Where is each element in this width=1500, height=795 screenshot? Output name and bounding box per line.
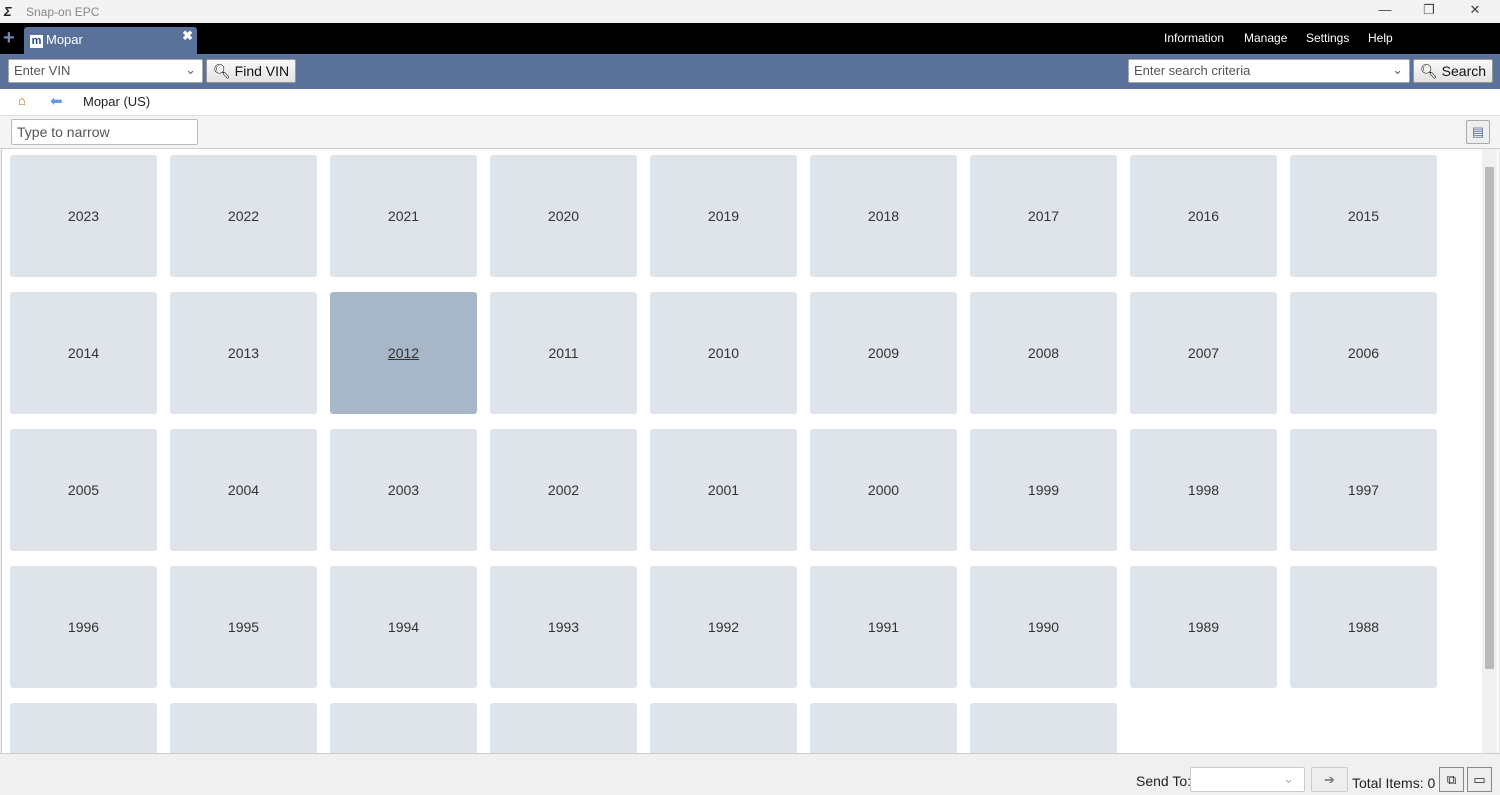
search-input[interactable]: Enter search criteria ⌄ — [1128, 59, 1410, 83]
year-tile[interactable]: 2020 — [490, 155, 637, 277]
maximize-panel-icon[interactable]: ▭ — [1467, 767, 1492, 792]
year-tile[interactable]: 1988 — [1290, 566, 1437, 688]
year-tile[interactable]: 2014 — [10, 292, 157, 414]
year-tile[interactable]: 2017 — [970, 155, 1117, 277]
home-icon[interactable]: ⌂ — [18, 93, 26, 108]
year-tile[interactable]: 2002 — [490, 429, 637, 551]
mopar-icon: m — [30, 35, 43, 48]
title-bar: Σ Snap-on EPC — ❐ ✕ — [0, 0, 1500, 23]
search-icon: 🔍︎ — [213, 63, 231, 79]
find-vin-button[interactable]: 🔍︎ Find VIN — [206, 59, 297, 83]
year-tile[interactable] — [650, 703, 797, 753]
window-title: Snap-on EPC — [26, 4, 100, 19]
new-tab-plus-icon[interactable]: + — [3, 27, 15, 49]
minimize-button[interactable]: — — [1378, 2, 1392, 17]
menu-settings[interactable]: Settings — [1306, 31, 1350, 45]
year-tile[interactable]: 1994 — [330, 566, 477, 688]
year-tile[interactable]: 1990 — [970, 566, 1117, 688]
arrow-right-circle-icon: ➔ — [1324, 772, 1335, 787]
scrollbar-thumb[interactable] — [1485, 167, 1494, 669]
year-tile[interactable]: 1998 — [1130, 429, 1277, 551]
find-vin-label: Find VIN — [234, 63, 290, 79]
filter-bar: Type to narrow ▤ — [0, 115, 1500, 149]
vin-placeholder: Enter VIN — [14, 63, 71, 78]
chevron-down-icon[interactable]: ⌄ — [1392, 62, 1403, 77]
year-tile[interactable]: 2000 — [810, 429, 957, 551]
search-icon: 🔍︎ — [1420, 63, 1438, 79]
narrow-placeholder: Type to narrow — [17, 124, 110, 140]
year-tile[interactable]: 2001 — [650, 429, 797, 551]
year-tile[interactable] — [330, 703, 477, 753]
year-tile[interactable]: 2011 — [490, 292, 637, 414]
year-tile[interactable]: 2006 — [1290, 292, 1437, 414]
send-button[interactable]: ➔ — [1311, 767, 1348, 792]
restore-panel-icon[interactable]: ⧉ — [1439, 767, 1464, 792]
footer: Send To: ⌄ ➔ Total Items: 0 ⧉ ▭ — [0, 753, 1500, 795]
year-tile[interactable] — [10, 703, 157, 753]
tab-bar: + m Mopar ✖ Information Manage Settings H… — [0, 23, 1500, 54]
tab-mopar[interactable]: m Mopar ✖ — [24, 27, 197, 54]
year-tile[interactable] — [490, 703, 637, 753]
back-arrow-icon[interactable]: ⬅ — [50, 93, 63, 110]
year-tile[interactable]: 2018 — [810, 155, 957, 277]
year-tile[interactable] — [970, 703, 1117, 753]
restore-button[interactable]: ❐ — [1423, 2, 1435, 17]
year-tile[interactable] — [810, 703, 957, 753]
send-to-label: Send To: — [1136, 773, 1192, 789]
year-tile[interactable] — [170, 703, 317, 753]
close-button[interactable]: ✕ — [1469, 2, 1481, 17]
year-tile[interactable]: 1992 — [650, 566, 797, 688]
year-tile[interactable]: 2019 — [650, 155, 797, 277]
year-tile[interactable]: 2003 — [330, 429, 477, 551]
year-tile[interactable]: 2023 — [10, 155, 157, 277]
scrollbar[interactable] — [1482, 149, 1497, 753]
year-grid: 2023 2022 2021 2020 2019 2018 2017 2016 2015 2014… — [1, 149, 1498, 753]
search-label: Search — [1441, 63, 1487, 79]
year-tile[interactable]: 1991 — [810, 566, 957, 688]
send-to-select[interactable]: ⌄ — [1190, 767, 1305, 792]
menu-manage[interactable]: Manage — [1244, 31, 1288, 45]
year-tile[interactable]: 1989 — [1130, 566, 1277, 688]
year-tile[interactable]: 2021 — [330, 155, 477, 277]
year-tile[interactable]: 2013 — [170, 292, 317, 414]
year-tile[interactable]: 1997 — [1290, 429, 1437, 551]
year-tile[interactable]: 2012 — [330, 292, 477, 414]
year-tile[interactable]: 2008 — [970, 292, 1117, 414]
year-tile[interactable]: 1993 — [490, 566, 637, 688]
narrow-input[interactable]: Type to narrow — [11, 119, 198, 145]
year-tile[interactable]: 2016 — [1130, 155, 1277, 277]
close-tab-icon[interactable]: ✖ — [182, 28, 193, 43]
toolbar: Enter VIN ⌄ 🔍︎ Find VIN Enter search crit… — [0, 54, 1500, 89]
year-tile[interactable]: 2009 — [810, 292, 957, 414]
year-tile[interactable]: 2007 — [1130, 292, 1277, 414]
chevron-down-icon[interactable]: ⌄ — [185, 62, 196, 77]
menu-help[interactable]: Help — [1368, 31, 1393, 45]
year-tile[interactable]: 2005 — [10, 429, 157, 551]
vin-input[interactable]: Enter VIN ⌄ — [8, 59, 203, 83]
breadcrumb-label: Mopar (US) — [83, 94, 151, 109]
search-button[interactable]: 🔍︎ Search — [1413, 59, 1494, 83]
tab-label: Mopar — [46, 32, 83, 47]
year-tile[interactable]: 2015 — [1290, 155, 1437, 277]
search-placeholder: Enter search criteria — [1134, 63, 1251, 78]
year-tile[interactable]: 2022 — [170, 155, 317, 277]
year-tile[interactable]: 2010 — [650, 292, 797, 414]
total-items: Total Items: 0 — [1352, 775, 1436, 791]
year-tile[interactable]: 1999 — [970, 429, 1117, 551]
year-tile[interactable]: 1995 — [170, 566, 317, 688]
snapon-logo-icon: Σ — [4, 4, 12, 19]
year-tile[interactable]: 2004 — [170, 429, 317, 551]
menu-information[interactable]: Information — [1164, 31, 1225, 45]
breadcrumb: ⌂ ⬅ Mopar (US) — [0, 89, 1500, 115]
list-view-icon[interactable]: ▤ — [1466, 120, 1490, 144]
year-tile[interactable]: 1996 — [10, 566, 157, 688]
chevron-down-icon: ⌄ — [1283, 771, 1294, 786]
